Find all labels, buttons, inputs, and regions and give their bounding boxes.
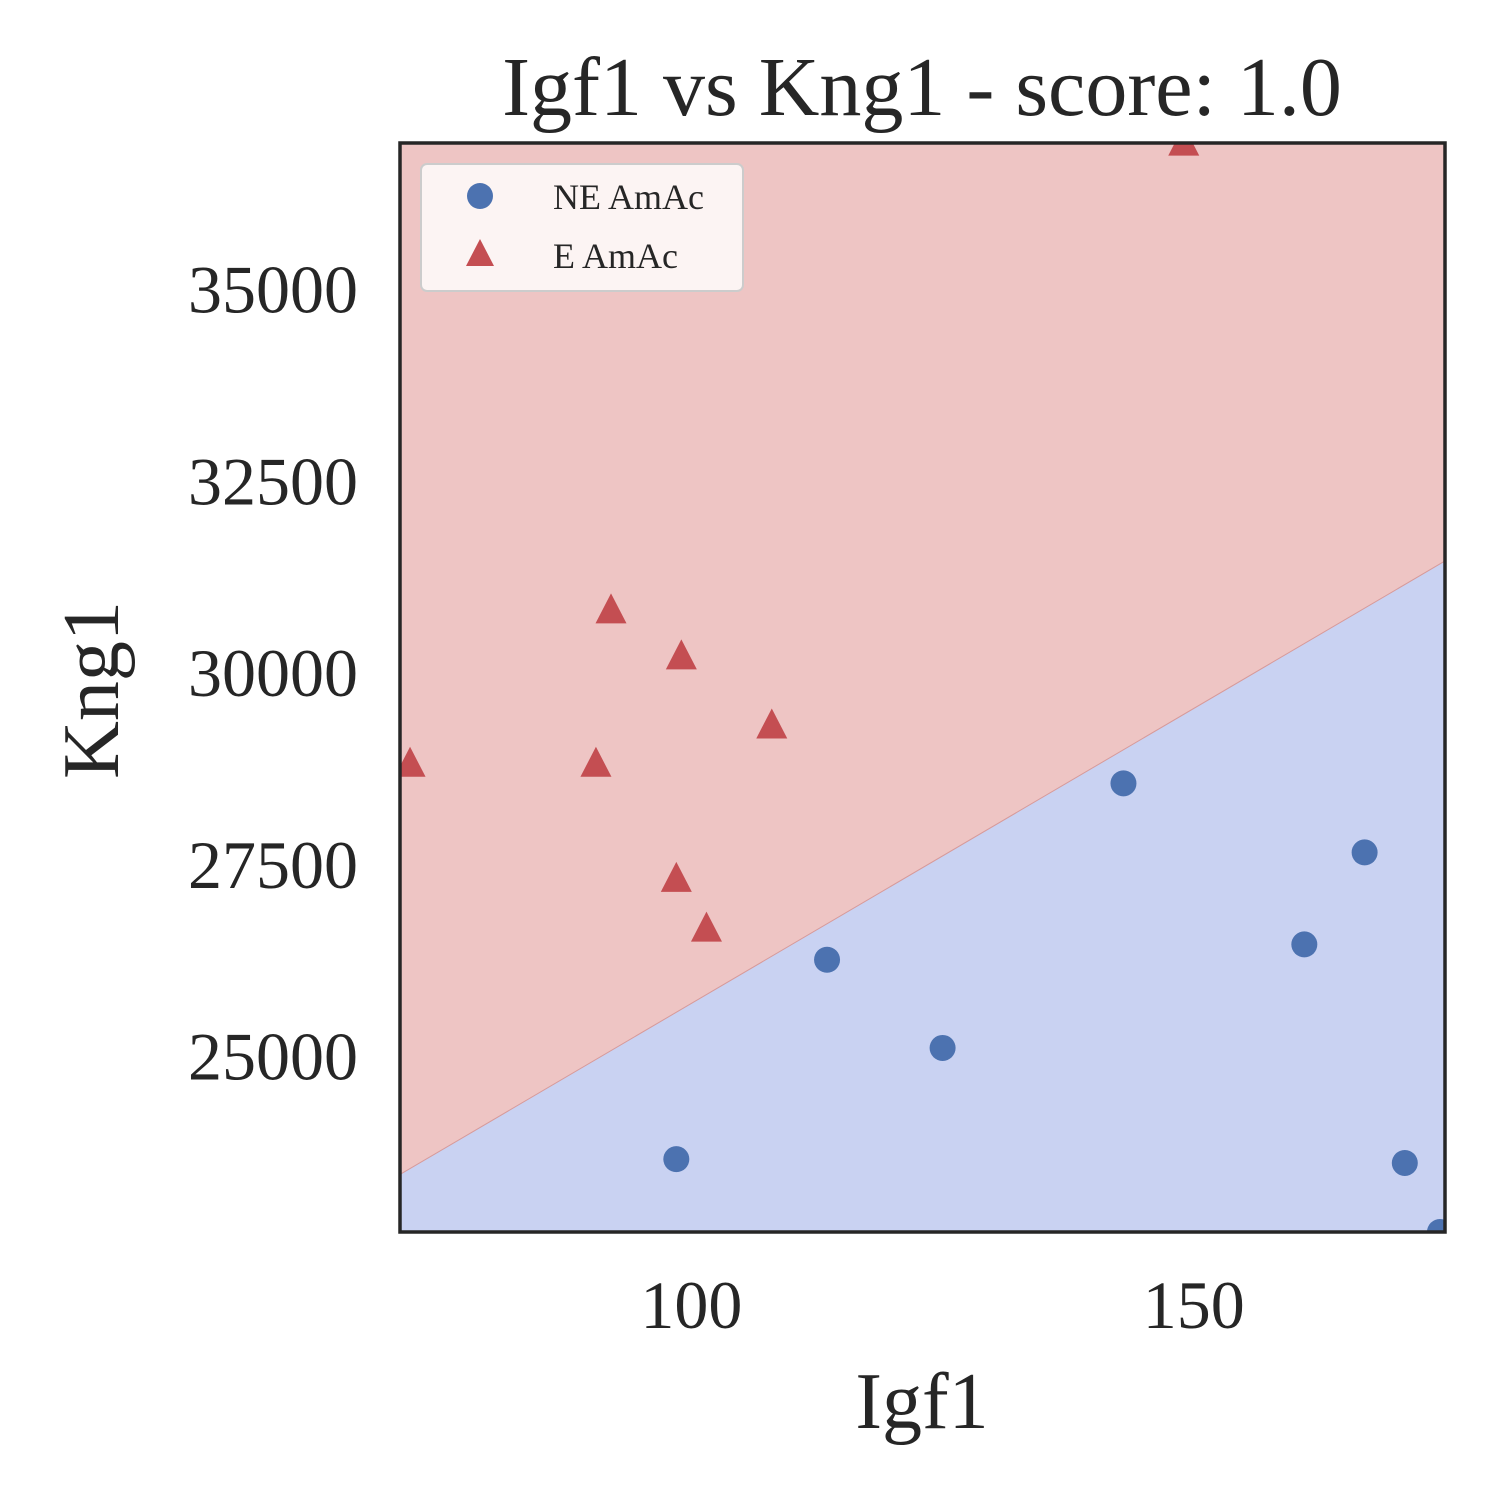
legend-label-ne-amac: NE AmAc — [553, 177, 704, 217]
legend-box — [420, 163, 744, 292]
decision-boundary-line — [399, 560, 1446, 1175]
plot-area — [399, 143, 1446, 1232]
ne-amac-point-6 — [1391, 1149, 1418, 1176]
ne-amac-point-7 — [1426, 1219, 1445, 1232]
ne-amac-point-5 — [1351, 839, 1378, 866]
e-amac-point-6 — [756, 708, 788, 739]
ne-amac-point-4 — [1291, 931, 1318, 958]
e-amac-point-1 — [580, 746, 612, 777]
decision-region-ne-amac — [400, 560, 1445, 1232]
y-axis-ticks: 25000 27500 30000 32500 35000 — [188, 252, 358, 1095]
x-axis-ticks: 100 150 — [640, 1267, 1244, 1343]
legend-marker-e-amac — [466, 239, 494, 266]
y-axis-label: Kng1 — [48, 601, 136, 779]
ne-amac-point-2 — [929, 1034, 956, 1061]
legend-marker-ne-amac — [467, 183, 493, 209]
e-amac-point-3 — [660, 861, 692, 892]
y-tick-label: 30000 — [188, 635, 358, 711]
plot-frame — [398, 141, 1447, 1234]
ne-amac-point-0 — [663, 1146, 690, 1173]
x-tick-label: 100 — [640, 1267, 742, 1343]
ne-amac-point-1 — [814, 946, 841, 973]
legend-label-e-amac: E AmAc — [553, 236, 678, 276]
legend: NE AmAc E AmAc — [420, 163, 744, 292]
x-axis-label: Igf1 — [855, 1358, 988, 1446]
e-amac-point-7 — [1168, 143, 1200, 156]
e-amac-point-0 — [400, 746, 426, 777]
e-amac-point-2 — [595, 593, 627, 624]
y-tick-label: 32500 — [188, 443, 358, 519]
ne-amac-point-3 — [1110, 770, 1137, 797]
y-tick-label: 25000 — [188, 1019, 358, 1095]
data-markers — [400, 143, 1445, 1232]
e-amac-point-4 — [665, 639, 697, 670]
y-tick-label: 27500 — [188, 827, 358, 903]
decision-region-e-amac — [400, 143, 1445, 1175]
e-amac-point-5 — [690, 911, 722, 942]
x-tick-label: 150 — [1143, 1267, 1245, 1343]
chart-title: Igf1 vs Kng1 - score: 1.0 — [502, 41, 1342, 134]
y-tick-label: 35000 — [188, 252, 358, 328]
